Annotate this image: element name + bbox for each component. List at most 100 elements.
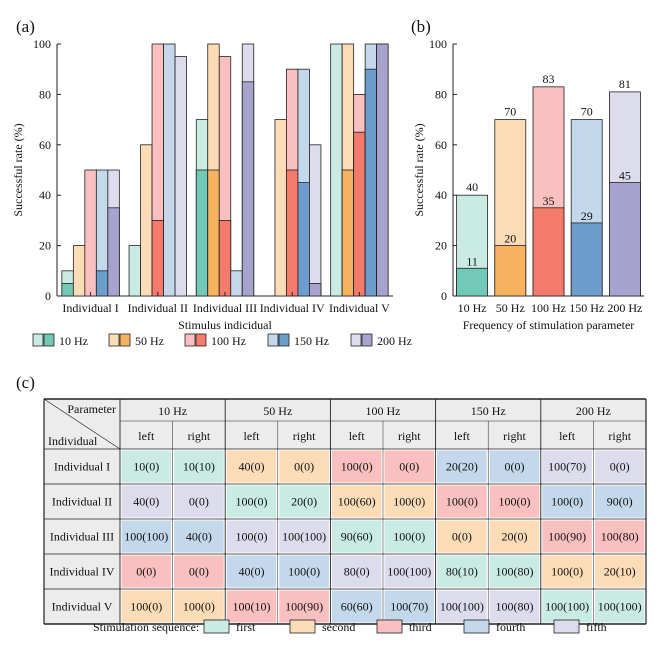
table-cell: 100(90) xyxy=(548,530,586,544)
panel-b-inner-value-label: 11 xyxy=(466,254,478,268)
panel-a-bar-total xyxy=(309,144,322,297)
panel-b-total-value-label: 70 xyxy=(504,105,516,119)
panel-a-x-label: Stimulus indicidual xyxy=(178,318,272,332)
panel-c-label: (c) xyxy=(16,373,35,392)
table-side-header: left xyxy=(244,429,261,443)
table-cell: 100(70) xyxy=(548,460,586,474)
table-cell: 100(0) xyxy=(499,495,531,509)
table-cell-bg xyxy=(226,590,277,623)
table-cell: 100(0) xyxy=(551,565,583,579)
table-cell: 60(60) xyxy=(341,600,373,614)
sequence-legend-swatch xyxy=(553,619,580,634)
table-side-header: left xyxy=(559,429,576,443)
table-cell-bg xyxy=(542,555,592,588)
table-row-label: Individual II xyxy=(52,495,112,509)
legend-label: 10 Hz xyxy=(59,334,88,348)
panel-a-bar-total xyxy=(163,43,176,297)
panel-b-y-tick-label: 40 xyxy=(435,188,447,202)
panel-a-bar-inner xyxy=(376,43,389,297)
panel-b-category-label: 150 Hz xyxy=(569,301,604,315)
table-side-header: left xyxy=(138,429,155,443)
panel-a-bar-total xyxy=(72,245,86,297)
panel-a-y-label: Successful rate (%) xyxy=(11,123,25,216)
table-corner-diagonal xyxy=(43,398,121,450)
table-cell-bg xyxy=(437,590,487,623)
panel-a-y-tick-label: 40 xyxy=(39,188,51,202)
table-cell-bg xyxy=(384,555,435,588)
sequence-legend-swatch xyxy=(203,619,230,634)
panel-b-bar-inner xyxy=(570,222,603,297)
panel-b-category-label: 200 Hz xyxy=(607,301,642,315)
table-row-label: Individual III xyxy=(50,530,114,544)
table-cell-bg xyxy=(121,555,172,588)
table-cell-bg xyxy=(174,450,224,483)
table-cell-bg xyxy=(489,590,540,623)
panel-b-total-value-label: 83 xyxy=(543,72,555,86)
table-row-label: Individual V xyxy=(52,600,113,614)
panel-b-total-value-label: 70 xyxy=(581,105,593,119)
table-row-header-bg xyxy=(44,554,120,589)
panel-b-y-tick-label: 80 xyxy=(435,87,447,101)
table-cell: 90(0) xyxy=(607,495,633,509)
table-cell: 100(100) xyxy=(440,600,484,614)
table-cell-bg xyxy=(384,485,435,518)
panel-a-bar-total xyxy=(274,119,287,297)
table-cell: 40(0) xyxy=(186,530,212,544)
panel-a-bar-inner xyxy=(151,219,164,297)
table-corner-parameter: Parameter xyxy=(67,402,116,416)
panel-a-bar-total xyxy=(174,56,187,297)
table-cell-bg xyxy=(226,555,277,588)
panel-a-bar-inner xyxy=(353,131,366,297)
table-cell-bg xyxy=(331,520,382,553)
legend-swatch-light xyxy=(184,333,196,347)
table-cell-bg xyxy=(437,450,487,483)
panel-a-bar-inner xyxy=(95,270,109,297)
panel-b-total-value-label: 81 xyxy=(619,77,631,91)
table-cell: 100(80) xyxy=(601,530,639,544)
panel-a-bar-inner xyxy=(341,169,355,297)
panel-a-y-tick-label: 60 xyxy=(39,138,51,152)
table-cell-bg xyxy=(437,485,487,518)
table-cell-bg xyxy=(384,590,435,623)
table-cell: 100(100) xyxy=(387,565,431,579)
table-cell: 100(100) xyxy=(545,600,589,614)
table-cell: 20(20) xyxy=(446,460,478,474)
table-cell: 20(0) xyxy=(502,530,528,544)
table-cell: 100(0) xyxy=(551,495,583,509)
sequence-legend-title: Stimulation sequence: xyxy=(93,620,199,634)
panel-b-bar-inner xyxy=(456,267,489,297)
table-side-header: right xyxy=(398,429,421,443)
sequence-legend-label: second xyxy=(322,620,355,634)
table-cell-bg xyxy=(331,450,382,483)
table-cell: 20(0) xyxy=(291,495,317,509)
legend-label: 100 Hz xyxy=(211,334,246,348)
sequence-legend-swatch xyxy=(463,619,490,634)
table-cell: 0(0) xyxy=(189,495,209,509)
table-cell-bg xyxy=(594,520,645,553)
table-cell-bg xyxy=(174,590,224,623)
panel-a-bar-total xyxy=(330,43,343,297)
panel-b-label: (b) xyxy=(411,17,431,36)
table-cell-bg xyxy=(121,485,172,518)
table-cell-bg xyxy=(542,520,592,553)
table-cell: 100(0) xyxy=(288,565,320,579)
table-cell: 0(0) xyxy=(294,460,314,474)
table-cell-bg xyxy=(331,485,382,518)
table-side-header: right xyxy=(293,429,316,443)
table-frequency-header: 100 Hz xyxy=(366,404,401,418)
panel-a-bar-total xyxy=(230,270,243,297)
table-row-header-bg xyxy=(44,519,120,554)
legend-swatch-light xyxy=(108,333,120,347)
table-cell: 0(0) xyxy=(505,460,525,474)
panel-a-bar-total xyxy=(128,245,141,297)
panel-a-bar-total xyxy=(140,144,153,297)
table-cell: 80(10) xyxy=(446,565,478,579)
sequence-legend-label: fifth xyxy=(586,620,607,634)
panel-b-bar-inner xyxy=(609,182,641,297)
panel-b-inner-value-label: 20 xyxy=(504,232,516,246)
table-side-header: left xyxy=(349,429,366,443)
table-cell-bg xyxy=(594,450,645,483)
sequence-legend-swatch xyxy=(289,619,316,634)
sequence-legend-label: third xyxy=(409,620,432,634)
